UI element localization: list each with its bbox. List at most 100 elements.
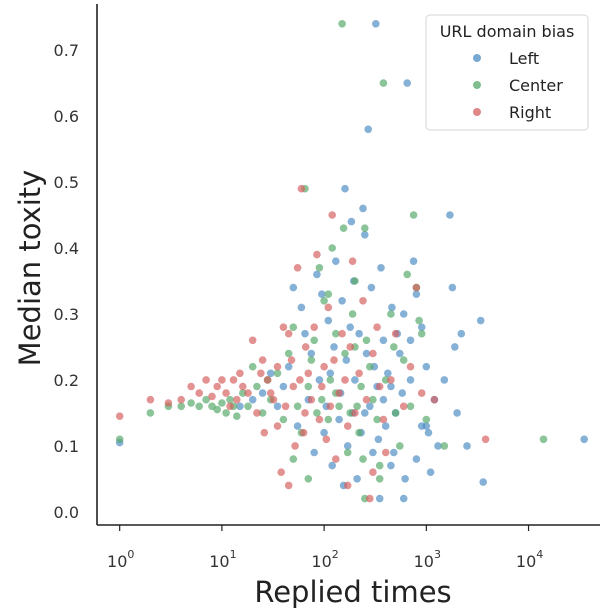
- y-tick-label: 0.0: [54, 503, 79, 522]
- x-tick-base: 10: [414, 552, 434, 571]
- point-left: [326, 369, 335, 378]
- point-center: [361, 224, 369, 232]
- point-right: [277, 468, 286, 477]
- point-right: [301, 343, 310, 351]
- point-left: [332, 257, 340, 266]
- point-center: [539, 435, 548, 444]
- point-right: [233, 395, 241, 404]
- point-left: [248, 395, 257, 404]
- point-center: [375, 461, 384, 470]
- point-left: [362, 349, 371, 358]
- point-center: [341, 349, 349, 358]
- point-right: [320, 362, 328, 371]
- point-left: [463, 442, 471, 450]
- x-tick-base: 10: [107, 552, 127, 571]
- point-right: [301, 409, 309, 417]
- point-center: [213, 405, 221, 414]
- point-right: [273, 362, 282, 371]
- point-center: [338, 20, 346, 28]
- point-center: [195, 402, 203, 411]
- point-center: [399, 356, 408, 364]
- point-right: [299, 428, 308, 437]
- point-right: [146, 395, 155, 404]
- point-left: [381, 422, 390, 430]
- point-left: [453, 409, 461, 417]
- point-left: [346, 323, 355, 332]
- legend-frame: [425, 14, 589, 131]
- point-right: [279, 323, 288, 332]
- point-center: [284, 349, 293, 358]
- point-right: [328, 211, 337, 219]
- point-left: [446, 211, 454, 219]
- point-left: [412, 290, 421, 299]
- point-right: [391, 329, 400, 338]
- point-center: [403, 270, 412, 279]
- point-left: [359, 204, 367, 213]
- point-center: [406, 402, 415, 411]
- point-left: [342, 356, 351, 364]
- point-right: [351, 409, 359, 417]
- point-right: [481, 435, 490, 444]
- legend-label: Left: [509, 49, 539, 68]
- legend-items: Left Center Right: [473, 49, 563, 122]
- point-right: [164, 399, 173, 407]
- point-center: [273, 369, 282, 378]
- point-left: [580, 435, 588, 444]
- point-right: [307, 395, 316, 404]
- y-tick-label: 0.7: [54, 41, 79, 60]
- axes-layer: [96, 4, 600, 526]
- point-right: [269, 395, 278, 404]
- point-right: [281, 402, 290, 411]
- point-right: [244, 389, 252, 397]
- point-right: [260, 428, 269, 437]
- point-center: [258, 409, 267, 417]
- point-right: [324, 303, 333, 312]
- point-right: [257, 369, 265, 378]
- point-left: [399, 310, 408, 318]
- x-tick-base: 10: [209, 552, 229, 571]
- x-tick-exponent: 3: [434, 548, 441, 561]
- y-tick-label: 0.4: [54, 239, 79, 258]
- point-left: [451, 343, 459, 351]
- point-left: [375, 494, 384, 503]
- point-right: [412, 283, 421, 292]
- point-center: [324, 415, 333, 424]
- point-center: [293, 402, 302, 411]
- point-right: [330, 356, 338, 364]
- point-right: [213, 382, 221, 391]
- point-center: [320, 297, 328, 305]
- point-left: [353, 475, 361, 483]
- point-center: [409, 211, 418, 219]
- point-center: [146, 409, 155, 417]
- point-left: [351, 376, 359, 384]
- legend-title: URL domain bias: [440, 22, 575, 41]
- point-left: [330, 343, 338, 351]
- point-left: [301, 329, 309, 338]
- point-left: [398, 389, 407, 397]
- point-left: [355, 329, 363, 338]
- point-left: [369, 448, 377, 457]
- point-right: [297, 184, 306, 193]
- point-right: [115, 412, 124, 421]
- point-right: [222, 389, 230, 397]
- point-left: [279, 382, 288, 391]
- point-left: [399, 494, 408, 503]
- point-center: [187, 399, 195, 407]
- point-left: [422, 362, 431, 371]
- point-left: [412, 455, 421, 463]
- point-center: [396, 442, 404, 450]
- point-right: [406, 362, 415, 371]
- point-right: [381, 448, 390, 457]
- point-center: [289, 455, 298, 463]
- point-right: [266, 389, 275, 397]
- point-center: [304, 382, 313, 391]
- point-right: [369, 468, 377, 477]
- point-right: [310, 323, 319, 332]
- point-left: [387, 382, 395, 391]
- point-center: [335, 402, 343, 411]
- point-center: [279, 415, 288, 424]
- point-center: [415, 316, 423, 325]
- point-center: [381, 376, 390, 384]
- point-right: [417, 389, 426, 397]
